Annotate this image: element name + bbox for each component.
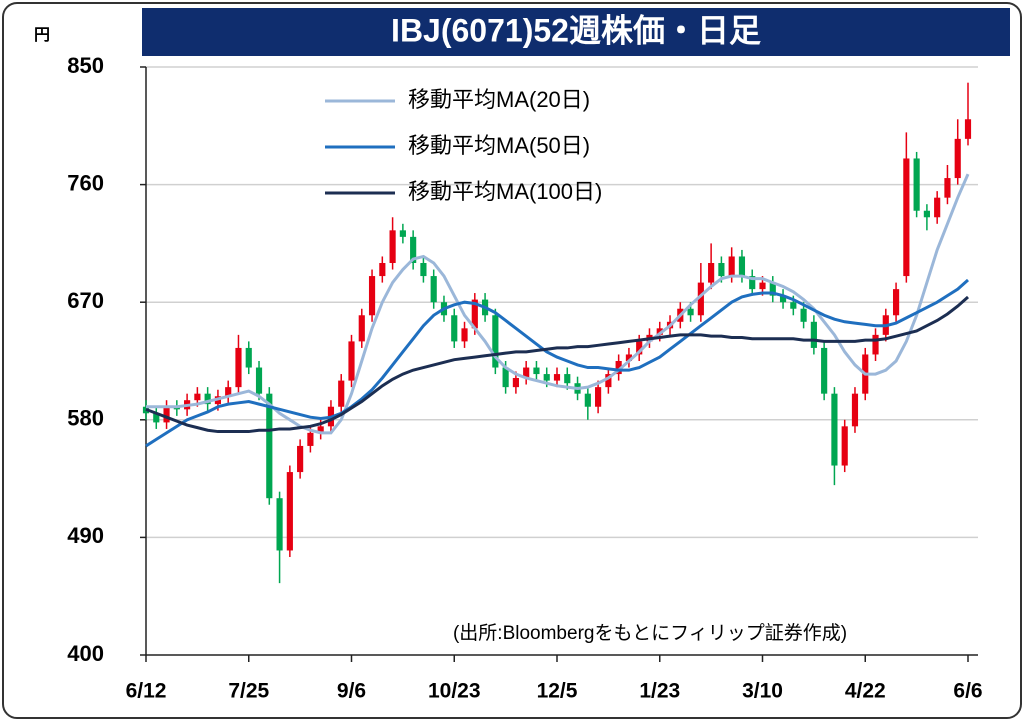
candle-body: [235, 347, 242, 388]
candle-body: [420, 263, 427, 277]
candle-body: [512, 377, 519, 388]
candle-body: [697, 282, 704, 316]
candle-body: [913, 158, 920, 211]
x-tick-label: 3/10: [742, 680, 783, 703]
x-tick-label: 6/6: [953, 680, 982, 703]
candle-body: [379, 263, 386, 277]
candle-body: [749, 276, 756, 290]
x-tick-label: 9/6: [337, 680, 366, 703]
candle-body: [851, 393, 859, 427]
candle-body: [317, 426, 324, 433]
candle-body: [831, 393, 838, 466]
candle-body: [790, 302, 797, 309]
candle-body: [245, 347, 252, 368]
candle-body: [728, 256, 735, 277]
candle-body: [615, 361, 622, 375]
candle-body: [543, 374, 550, 381]
candle-body: [892, 289, 900, 316]
candle-body: [584, 393, 591, 407]
ma-line: [146, 173, 970, 435]
candle-body: [656, 328, 663, 335]
candle-body: [348, 341, 355, 381]
x-tick-label: 10/23: [428, 680, 481, 703]
candle-body: [810, 321, 817, 348]
ma-line: [145, 295, 969, 434]
candle-body: [954, 138, 961, 179]
candle-body: [821, 347, 828, 394]
x-tick-label: 7/25: [228, 680, 269, 703]
candle-body: [800, 308, 807, 322]
candle-body: [297, 445, 304, 473]
candle-body: [605, 374, 612, 388]
candle-body: [492, 315, 499, 368]
candle-body: [276, 498, 283, 551]
candle-body: [461, 328, 468, 342]
candle-body: [564, 374, 571, 384]
candle-body: [153, 413, 160, 423]
legend-label: 移動平均MA(20日): [408, 87, 590, 112]
candle-body: [872, 334, 879, 355]
candle-body: [430, 276, 437, 303]
x-tick-label: 1/23: [639, 680, 680, 703]
chart-title: IBJ(6071)52週株価・日足: [391, 12, 761, 48]
legend-label: 移動平均MA(100日): [408, 179, 602, 204]
candle-body: [625, 354, 633, 361]
candle-body: [399, 230, 406, 237]
candle-body: [738, 256, 746, 277]
y-tick-label: 760: [67, 170, 104, 195]
candle-body: [255, 367, 263, 394]
ma-line: [145, 278, 969, 448]
candle-body: [338, 380, 345, 407]
candle-body: [779, 295, 787, 303]
candle-body: [204, 393, 211, 405]
candle-body: [286, 472, 293, 551]
candle-body: [934, 197, 941, 218]
candle-body: [687, 308, 694, 316]
candle-body: [759, 282, 766, 290]
candle-body: [533, 367, 540, 375]
candle-body: [266, 393, 273, 499]
candle-body: [553, 374, 561, 381]
source-note: (出所:Bloombergをもとにフィリップ証券作成): [453, 622, 847, 644]
y-tick-label: 670: [67, 288, 104, 313]
candle-body: [451, 315, 458, 342]
y-tick-label: 580: [67, 406, 104, 431]
y-tick-label: 850: [67, 53, 104, 78]
candle-body: [944, 178, 951, 198]
candle-body: [718, 263, 725, 277]
candle-body: [923, 210, 930, 218]
candle-body: [769, 282, 776, 296]
candle-body: [903, 158, 910, 277]
candle-body: [307, 432, 314, 446]
unit-label: 円: [34, 26, 50, 44]
candle-body: [636, 341, 643, 355]
x-tick-label: 4/22: [845, 680, 886, 703]
x-tick-label: 6/12: [126, 680, 167, 703]
candle-body: [225, 387, 232, 397]
candle-body: [523, 367, 530, 378]
candle-body: [410, 236, 417, 263]
title-banner: [142, 8, 1010, 56]
y-tick-label: 490: [67, 523, 104, 548]
candle-body: [502, 367, 509, 388]
candle-body: [841, 426, 848, 466]
candle-body: [708, 263, 715, 283]
candle-body: [358, 315, 365, 342]
candle-body: [471, 299, 478, 329]
x-tick-label: 12/5: [537, 680, 578, 703]
candle-body: [595, 387, 602, 407]
candle-body: [964, 119, 972, 139]
legend-label: 移動平均MA(50日): [408, 133, 590, 158]
candle-body: [194, 393, 201, 401]
candle-body: [389, 230, 396, 263]
candle-body: [163, 406, 170, 423]
candle-body: [368, 276, 376, 316]
y-tick-label: 400: [67, 641, 104, 666]
